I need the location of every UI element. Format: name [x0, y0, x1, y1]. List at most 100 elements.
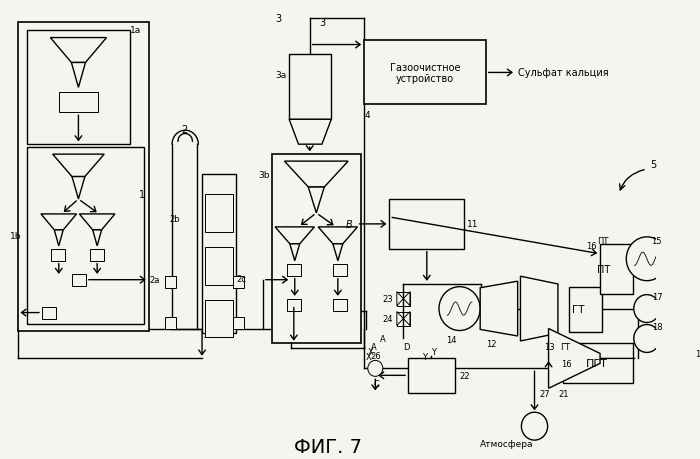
Bar	[389, 200, 464, 249]
Text: 2b: 2b	[169, 215, 180, 224]
Bar	[27, 148, 144, 324]
Text: 12: 12	[486, 339, 496, 348]
Bar	[233, 276, 244, 288]
Polygon shape	[308, 188, 324, 213]
Bar	[233, 317, 244, 329]
Bar	[42, 307, 56, 319]
Text: 16: 16	[586, 242, 596, 251]
Bar	[72, 274, 86, 286]
Text: 19: 19	[696, 349, 700, 358]
Polygon shape	[397, 312, 410, 326]
Text: 23: 23	[383, 295, 393, 303]
Polygon shape	[72, 177, 85, 200]
Text: A: A	[380, 334, 386, 343]
Text: 21: 21	[558, 389, 568, 398]
Text: 2a: 2a	[150, 275, 160, 285]
Text: 26: 26	[370, 351, 382, 360]
Polygon shape	[289, 120, 331, 145]
Text: Сульфат кальция: Сульфат кальция	[518, 68, 608, 78]
Text: ГТ: ГТ	[560, 342, 570, 351]
Text: D: D	[403, 342, 410, 351]
Text: 22: 22	[460, 371, 470, 380]
Polygon shape	[480, 281, 518, 336]
Polygon shape	[92, 230, 102, 246]
Bar	[205, 247, 233, 285]
Text: 3a: 3a	[275, 71, 286, 80]
Polygon shape	[50, 39, 106, 63]
Text: 3: 3	[319, 17, 326, 28]
Polygon shape	[284, 162, 348, 188]
Text: A: A	[370, 342, 377, 351]
Text: 15: 15	[652, 237, 662, 246]
Bar	[569, 287, 602, 332]
Bar	[397, 292, 410, 306]
Polygon shape	[333, 244, 343, 261]
Text: 14: 14	[447, 335, 457, 344]
Bar	[164, 276, 176, 288]
Polygon shape	[290, 244, 300, 261]
Bar	[408, 358, 455, 393]
Text: 18: 18	[652, 322, 663, 331]
Text: X: X	[368, 347, 374, 356]
Text: 4: 4	[364, 111, 370, 119]
Bar	[164, 317, 176, 329]
Bar	[287, 264, 301, 276]
Text: Y: Y	[422, 352, 427, 361]
Circle shape	[368, 361, 383, 376]
Bar	[333, 264, 347, 276]
Polygon shape	[549, 329, 600, 388]
Text: 1: 1	[139, 190, 146, 200]
Text: ФИГ. 7: ФИГ. 7	[295, 437, 363, 456]
Text: ПТ: ПТ	[597, 237, 608, 246]
Polygon shape	[55, 230, 63, 246]
Polygon shape	[275, 227, 314, 244]
Bar	[205, 195, 233, 232]
Text: 2c: 2c	[237, 274, 246, 284]
Circle shape	[668, 394, 691, 418]
Text: ПТ: ПТ	[597, 264, 610, 274]
Bar	[563, 344, 633, 383]
Circle shape	[682, 403, 700, 423]
Polygon shape	[318, 227, 358, 244]
Text: Газоочистное
устройство: Газоочистное устройство	[390, 62, 460, 84]
Text: 1b: 1b	[10, 232, 22, 241]
Polygon shape	[52, 155, 104, 177]
Circle shape	[522, 412, 547, 440]
Text: 5: 5	[650, 160, 656, 170]
Circle shape	[634, 295, 660, 323]
Polygon shape	[675, 304, 694, 398]
Bar	[202, 175, 236, 334]
Text: 2: 2	[181, 125, 188, 135]
Text: X: X	[366, 352, 372, 361]
Bar	[59, 93, 98, 113]
Polygon shape	[521, 277, 558, 341]
Bar	[205, 300, 233, 338]
Bar	[364, 40, 486, 105]
Polygon shape	[79, 214, 115, 230]
Text: Атмосфера: Атмосфера	[480, 439, 533, 448]
Bar	[18, 22, 148, 331]
Text: 1a: 1a	[130, 26, 141, 35]
Text: 16: 16	[561, 359, 571, 368]
Bar	[333, 299, 347, 311]
Bar	[600, 244, 633, 294]
Polygon shape	[397, 292, 410, 306]
Text: B: B	[345, 219, 352, 230]
Polygon shape	[71, 63, 85, 88]
Circle shape	[634, 325, 660, 353]
Text: 3b: 3b	[258, 170, 270, 179]
Text: Y: Y	[431, 347, 437, 356]
Bar	[27, 30, 130, 145]
Bar	[397, 312, 410, 326]
Text: 27: 27	[539, 389, 550, 398]
Text: ПГТ: ПГТ	[587, 358, 608, 369]
Bar	[272, 155, 361, 344]
Text: 24: 24	[383, 314, 393, 323]
Text: 11: 11	[467, 220, 479, 229]
Circle shape	[626, 237, 668, 281]
Text: 3: 3	[275, 14, 281, 23]
Text: ГТ: ГТ	[572, 304, 584, 314]
Text: C: C	[373, 379, 379, 388]
Bar	[51, 249, 65, 261]
Bar	[90, 249, 104, 261]
